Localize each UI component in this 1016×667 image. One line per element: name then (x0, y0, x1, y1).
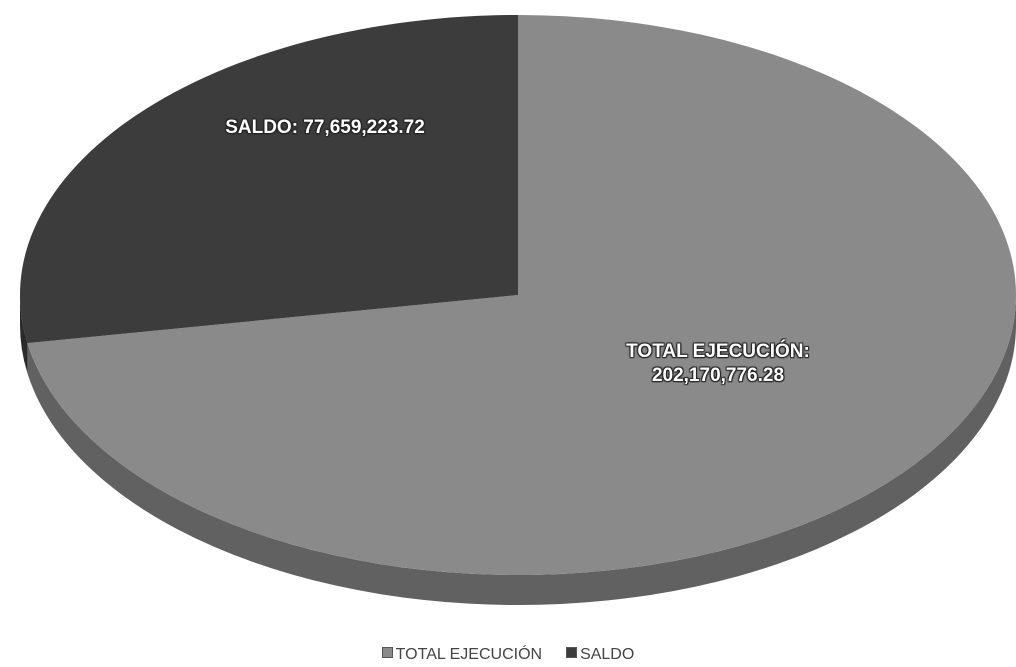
legend-item: SALDO (566, 646, 634, 664)
legend-label: SALDO (580, 646, 635, 663)
slice-side (20, 295, 28, 374)
data-label: SALDO: 77,659,223.72 (225, 117, 425, 138)
data-label: TOTAL EJECUCIÓN: 202,170,776.28 (626, 341, 810, 386)
legend: TOTAL EJECUCIÓN SALDO (0, 646, 1016, 664)
slice (27, 15, 1016, 575)
legend-swatch (381, 647, 393, 658)
legend-swatch (566, 647, 578, 658)
legend-label: TOTAL EJECUCIÓN (395, 646, 543, 663)
slice (19, 15, 518, 344)
legend-item: TOTAL EJECUCIÓN (381, 646, 543, 664)
